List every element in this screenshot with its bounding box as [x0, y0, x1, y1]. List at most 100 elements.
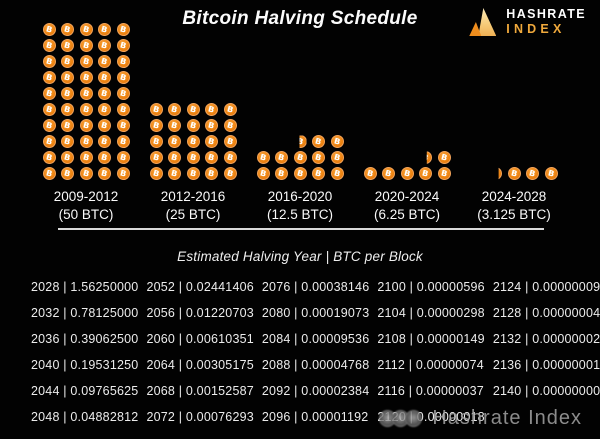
bitcoin-b-glyph: B [82, 56, 91, 67]
bitcoin-coin-icon: B [42, 39, 56, 53]
bitcoin-coin-icon: B [116, 119, 130, 133]
bitcoin-b-glyph: B [119, 152, 128, 163]
coin-slot: B [149, 103, 163, 117]
coin-slot: B [98, 23, 111, 37]
bitcoin-b-glyph: B [296, 152, 305, 163]
coin-slot: B [116, 23, 130, 37]
bitcoin-coin-icon: B [223, 151, 237, 165]
bitcoin-b-glyph: B [82, 104, 91, 115]
coin-slot: B [437, 167, 451, 181]
bitcoin-coin-icon: B [79, 39, 93, 53]
coin-slot: B [79, 135, 93, 149]
era-years-label: 2016-2020 [267, 189, 333, 205]
bitcoin-coin-icon: B [205, 167, 218, 181]
bitcoin-coin-icon: B [98, 55, 111, 69]
bitcoin-b-glyph: B [333, 168, 342, 179]
bitcoin-coin-icon: B [116, 87, 130, 101]
era-column: B B B B B B B 2020-2024 (6.25 BTC) [363, 151, 451, 223]
bitcoin-b-glyph: B [170, 136, 179, 147]
coin-slot: B [98, 55, 111, 69]
bitcoin-coin-icon: B [116, 151, 130, 165]
bitcoin-b-glyph: B [207, 168, 216, 179]
bitcoin-b-glyph: B [100, 168, 109, 179]
bitcoin-coin-icon: B [149, 167, 163, 181]
coin-slot: B [79, 167, 93, 181]
bitcoin-coin-icon: B [116, 135, 130, 149]
coin-slot: B [186, 119, 200, 133]
bitcoin-coin-icon: B [223, 167, 237, 181]
bitcoin-coin-icon: B [186, 135, 200, 149]
bitcoin-coin-icon: B [312, 167, 325, 181]
coin-slot: B [61, 23, 74, 37]
bitcoin-b-glyph: B [82, 152, 91, 163]
bitcoin-b-glyph: B [63, 104, 72, 115]
coin-slot: B [223, 119, 237, 133]
bitcoin-coin-icon: B [312, 151, 325, 165]
coin-slot: B [223, 103, 237, 117]
bitcoin-coin-icon: B [330, 151, 344, 165]
coin-slot: B [116, 103, 130, 117]
page-title: Bitcoin Halving Schedule [182, 8, 418, 29]
coin-slot: B [79, 55, 93, 69]
coin-slot: B [256, 167, 270, 181]
coin-slot: B [186, 167, 200, 181]
coin-slot: B [149, 135, 163, 149]
table-cell: 2104 | 0.00000298 [377, 306, 485, 320]
bitcoin-b-glyph: B [82, 120, 91, 131]
bitcoin-coin-icon: B [205, 135, 218, 149]
bitcoin-b-glyph: B [45, 104, 54, 115]
bitcoin-coin-icon: B [116, 23, 130, 37]
coin-slot: B [312, 167, 325, 181]
bitcoin-partial-coin-icon: B [498, 167, 502, 181]
bitcoin-coin-icon: B [437, 167, 451, 181]
coin-slot: B [42, 87, 56, 101]
bitcoin-b-glyph: B [119, 56, 128, 67]
section-divider [58, 228, 544, 230]
table-cell: 2100 | 0.00000596 [377, 280, 485, 294]
table-cell: 2056 | 0.01220703 [146, 306, 254, 320]
bitcoin-coin-icon: B [223, 119, 237, 133]
table-cell: 2068 | 0.00152587 [146, 384, 254, 398]
bitcoin-b-glyph: B [100, 72, 109, 83]
coin-slot: B [437, 151, 451, 165]
bitcoin-coin-icon: B [168, 151, 181, 165]
table-cell: 2108 | 0.00000149 [377, 332, 485, 346]
table-cell: 2140 | 0.00000000 [492, 384, 600, 398]
bitcoin-coin-icon: B [205, 119, 218, 133]
bitcoin-coin-icon: B [42, 87, 56, 101]
bitcoin-b-glyph: B [421, 152, 430, 163]
coin-slot: B [223, 151, 237, 165]
coin-slot: B [223, 167, 237, 181]
table-cell: 2132 | 0.00000002 [492, 332, 600, 346]
bitcoin-coin-icon: B [205, 103, 218, 117]
bitcoin-partial-coin-icon: B [421, 151, 432, 165]
coin-slot: B [363, 167, 377, 181]
table-cell: 2080 | 0.00019073 [261, 306, 370, 320]
bitcoin-b-glyph: B [63, 40, 72, 51]
bitcoin-b-glyph: B [189, 104, 198, 115]
bitcoin-b-glyph: B [119, 40, 128, 51]
bitcoin-coin-icon: B [437, 151, 451, 165]
bitcoin-coin-icon: B [363, 167, 377, 181]
coin-slot: B [116, 55, 130, 69]
bitcoin-b-glyph: B [314, 168, 323, 179]
bitcoin-b-glyph: B [45, 120, 54, 131]
bitcoin-b-glyph: B [119, 88, 128, 99]
bitcoin-b-glyph: B [63, 120, 72, 131]
bitcoin-coin-icon: B [419, 167, 432, 181]
coin-slot: B [149, 167, 163, 181]
bitcoin-b-glyph: B [63, 152, 72, 163]
watermark-label: Hashrate Index [432, 407, 582, 429]
coin-slot: B [116, 71, 130, 85]
bitcoin-b-glyph: B [259, 168, 268, 179]
bitcoin-coin-icon: B [186, 151, 200, 165]
bitcoin-coin-icon: B [61, 71, 74, 85]
bitcoin-coin-icon: B [98, 103, 111, 117]
bitcoin-b-glyph: B [152, 136, 161, 147]
bitcoin-coin-icon: B [42, 103, 56, 117]
bitcoin-coin-icon: B [186, 119, 200, 133]
coin-slot: B [98, 71, 111, 85]
bitcoin-coin-icon: B [330, 167, 344, 181]
